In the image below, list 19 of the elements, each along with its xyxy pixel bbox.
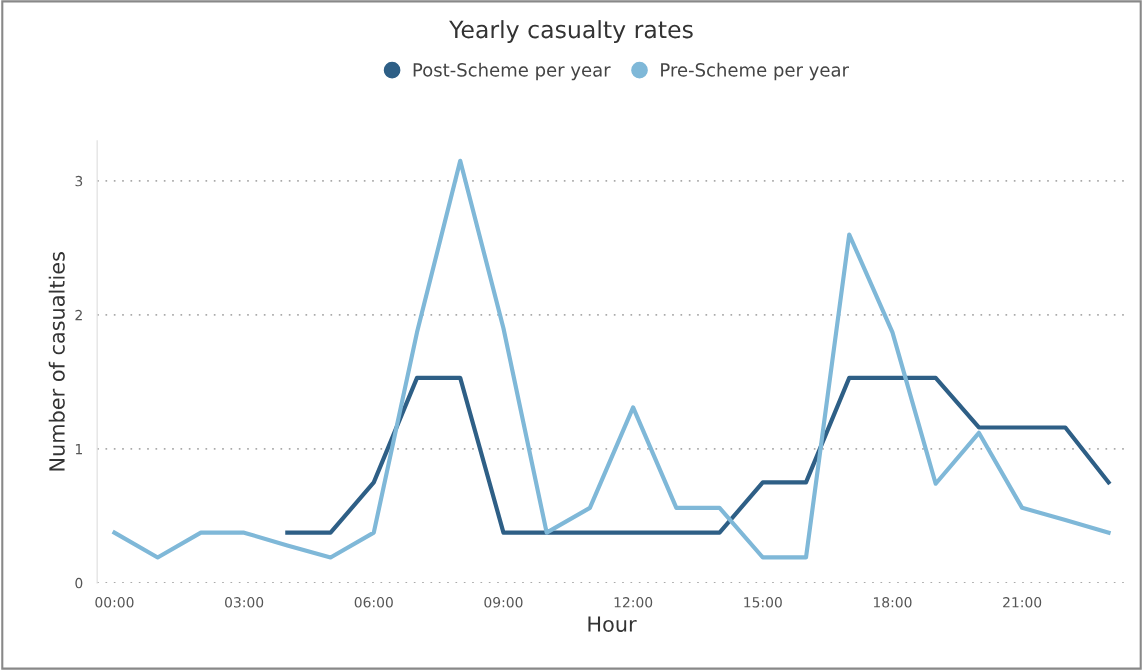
y-axis-title: Number of casualties — [48, 252, 65, 471]
x-tick-label: 15:00 — [744, 597, 782, 608]
line-series — [285, 375, 1111, 535]
x-tick-label: 18:00 — [873, 597, 912, 608]
y-tick-label: 2 — [75, 309, 82, 321]
line-series — [112, 158, 1111, 560]
x-tick-label: 03:00 — [225, 597, 264, 608]
x-tick-label: 00:00 — [95, 597, 134, 608]
chart-title: Yearly casualty rates — [449, 20, 693, 43]
y-tick-label: 1 — [75, 444, 82, 455]
y-tick-label: 3 — [75, 175, 83, 187]
x-tick-label: 12:00 — [614, 597, 653, 608]
x-tick-label: 06:00 — [354, 597, 393, 608]
y-tick-label: 0 — [75, 577, 83, 589]
x-axis-title: Hour — [588, 616, 637, 632]
legend-label: Post-Scheme per year — [413, 62, 611, 81]
legend-label: Pre-Scheme per year — [661, 62, 849, 81]
x-tick-label: 09:00 — [484, 597, 523, 608]
x-tick-label: 21:00 — [1003, 597, 1042, 608]
